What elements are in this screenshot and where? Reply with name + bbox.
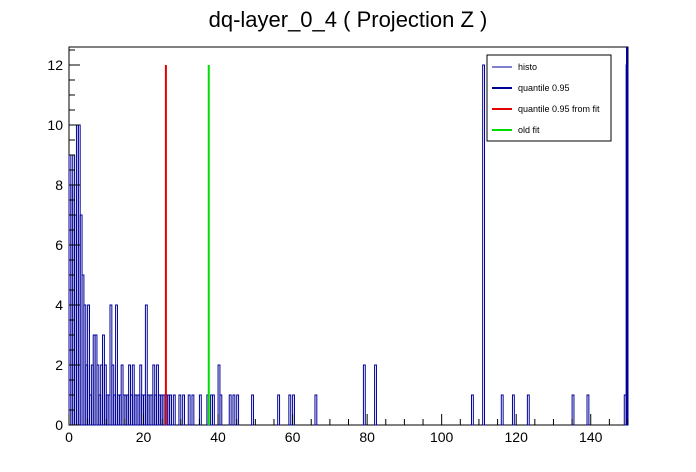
- y-tick-label: 10: [47, 117, 63, 133]
- histo-bin: [526, 394, 530, 426]
- histo-bin: [191, 394, 195, 426]
- y-tick-label: 0: [55, 417, 63, 433]
- histo-bin: [251, 394, 254, 426]
- x-tick-label: 20: [136, 429, 152, 445]
- histo-bin: [211, 394, 215, 426]
- histo-bin: [144, 304, 148, 426]
- x-tick-label: 0: [65, 429, 73, 445]
- y-tick-label: 6: [55, 237, 63, 253]
- y-tick-label: 2: [55, 357, 63, 373]
- legend-label-histo: histo: [518, 62, 537, 72]
- histo-bin: [314, 394, 318, 426]
- chart-title: dq-layer_0_4 ( Projection Z ): [209, 7, 488, 32]
- x-tick-label: 60: [285, 429, 301, 445]
- histo-bin: [232, 394, 236, 426]
- y-tick-label: 8: [55, 177, 63, 193]
- histo-bin: [292, 394, 295, 426]
- legend-label-quantile: quantile 0.95: [518, 83, 570, 93]
- histo-bin: [362, 364, 366, 426]
- x-tick-label: 80: [359, 429, 375, 445]
- y-tick-label: 12: [47, 57, 63, 73]
- x-tick-label: 120: [505, 429, 529, 445]
- y-axis: 0 2 4 6 8 10 12: [47, 49, 80, 433]
- x-tick-label: 100: [430, 429, 454, 445]
- y-tick-label: 4: [55, 297, 63, 313]
- x-tick-label: 140: [579, 429, 603, 445]
- histo-bin: [277, 394, 281, 426]
- histo-bin: [182, 394, 186, 426]
- histo-bin: [470, 394, 474, 426]
- histo-bin: [586, 394, 590, 426]
- legend: histo quantile 0.95 quantile 0.95 from f…: [486, 54, 612, 142]
- histo-bin: [172, 394, 176, 426]
- histo-bin: [169, 394, 172, 426]
- histo-bin: [288, 394, 292, 426]
- x-tick-label: 40: [210, 429, 226, 445]
- histo-bin: [87, 304, 90, 426]
- histo-bin: [198, 394, 202, 426]
- histo-bin: [236, 394, 240, 426]
- histo-bin: [187, 394, 191, 426]
- histo-bin: [511, 394, 515, 426]
- histo-bin: [228, 394, 232, 426]
- histo-bin: [482, 64, 486, 426]
- histo-bin: [500, 394, 504, 426]
- legend-label-quantile-fit: quantile 0.95 from fit: [518, 104, 600, 114]
- histo-bin: [571, 394, 575, 426]
- x-axis: 0 20 40 60 80 100 120 140: [65, 414, 629, 445]
- legend-box: [486, 54, 612, 142]
- histo-bin: [219, 394, 223, 426]
- histo-bin: [178, 394, 182, 426]
- histo-bin: [374, 364, 377, 426]
- legend-label-old-fit: old fit: [518, 125, 540, 135]
- quantile-lines: [164, 47, 628, 425]
- histo-bin: [115, 304, 118, 426]
